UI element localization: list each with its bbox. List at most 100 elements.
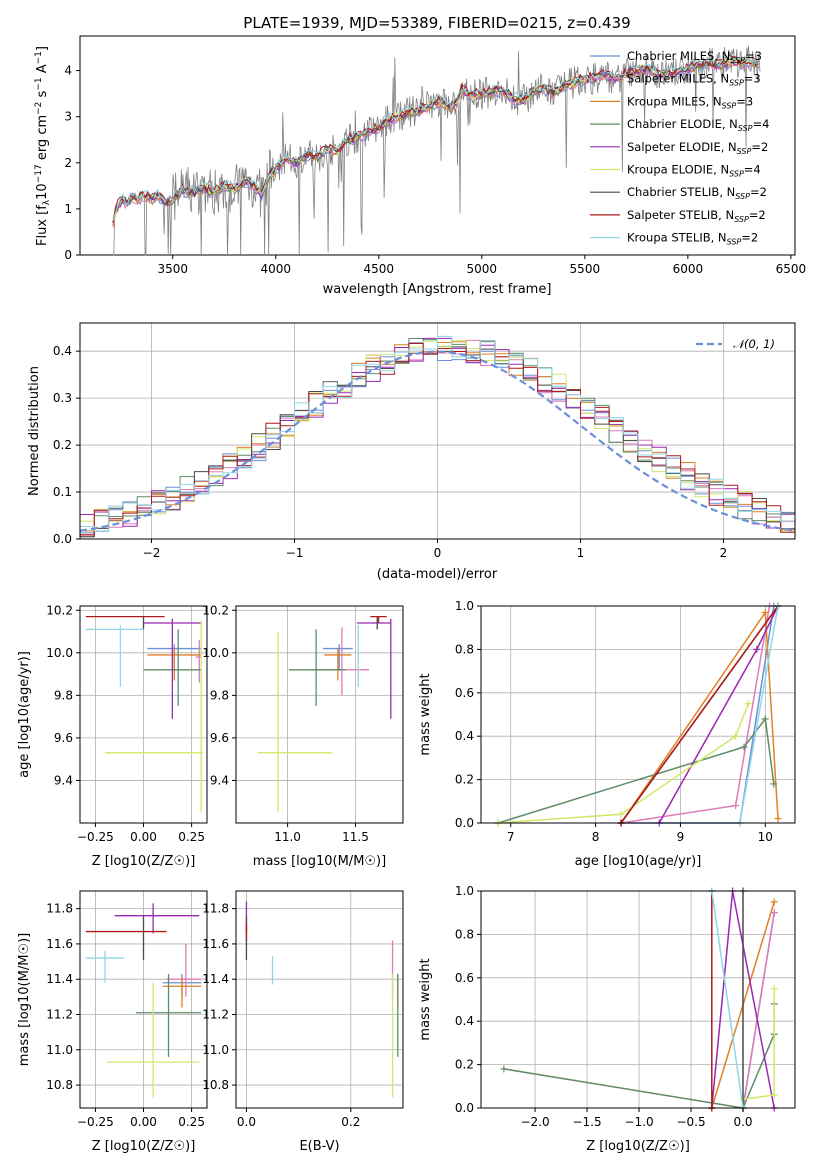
legend-label: Salpeter STELIB, NSSP=2 <box>627 208 766 224</box>
legend-label: Chabrier MILES, NSSP=3 <box>627 49 762 65</box>
y-tick-label: 11.8 <box>202 902 229 916</box>
weight-line-1 <box>742 912 775 1109</box>
weight-marker-4 <box>753 645 761 653</box>
x-tick-label: 0.00 <box>130 1115 157 1129</box>
spectrum-ylabel: Flux [fλ10−17 erg cm−2 s−1 A−1] <box>34 46 52 246</box>
weight-marker-1 <box>732 802 740 810</box>
x-tick-label: 4000 <box>260 262 291 276</box>
histogram-xticks: −2 −1 0 1 2 <box>143 539 728 560</box>
lower-panels: −0.25 0.00 0.25 9.4 9.6 9.8 10.0 10.2 Z [log10(Z… <box>17 599 796 1154</box>
histogram-step-7 <box>80 340 795 536</box>
y-tick-label: 1 <box>64 202 72 216</box>
mass-weight-vs-Z-xlabel: Z [log10(Z/Z☉)] <box>586 1139 690 1154</box>
y-tick-label: 0.0 <box>455 1101 474 1115</box>
x-tick-label: 0.25 <box>178 1115 205 1129</box>
y-tick-label: 10.8 <box>202 1078 229 1092</box>
y-tick-label: 11.6 <box>202 937 229 951</box>
spectrum-xlabel: wavelength [Angstrom, rest frame] <box>323 282 552 297</box>
legend-label: Chabrier ELODIE, NSSP=4 <box>627 117 769 133</box>
y-tick-label: 11.2 <box>202 1007 229 1021</box>
weight-marker-5 <box>770 1091 778 1099</box>
x-tick-label: 3500 <box>157 262 188 276</box>
y-tick-label: 0.6 <box>455 971 474 985</box>
histogram-ylabel: Normed distribution <box>27 366 42 496</box>
x-tick-label: 5000 <box>467 262 498 276</box>
x-tick-label: 0.00 <box>130 830 157 844</box>
y-tick-label: 11.6 <box>46 937 73 951</box>
weight-line-7 <box>620 605 779 824</box>
weight-marker-5 <box>770 985 778 993</box>
x-tick-label: 5500 <box>570 262 601 276</box>
y-tick-label: 10.0 <box>46 646 73 660</box>
mass-vs-Z-ylabel: mass [log10(M/M☉)] <box>17 933 32 1066</box>
weight-marker-2 <box>774 815 782 823</box>
weight-marker-3 <box>740 743 748 751</box>
x-tick-label: 1 <box>577 546 585 560</box>
mass-weight-vs-Z-ylabel: mass weight <box>418 958 433 1040</box>
model-line-8 <box>112 55 759 221</box>
y-tick-label: 0.4 <box>53 344 72 358</box>
x-tick-label: 11.0 <box>274 830 301 844</box>
y-tick-label: 11.0 <box>202 1043 229 1057</box>
age-vs-Z-panel: −0.25 0.00 0.25 9.4 9.6 9.8 10.0 10.2 Z [log10(Z… <box>17 603 208 869</box>
y-tick-label: 0.0 <box>455 816 474 830</box>
weight-marker-5 <box>617 810 625 818</box>
y-tick-label: 10.0 <box>202 646 229 660</box>
weight-line-5 <box>497 703 749 824</box>
histogram-panel: −2 −1 0 1 2 0.0 0.1 0.2 0.3 0.4 𝒩(0, 1) (data-mo… <box>27 322 796 582</box>
weight-marker-3 <box>770 780 778 788</box>
x-tick-label: −1.5 <box>572 1115 601 1129</box>
x-tick-label: 4500 <box>364 262 395 276</box>
y-tick-label: 4 <box>64 64 72 78</box>
weight-marker-3 <box>500 1065 508 1073</box>
spectrum-xticks: 3500 4000 4500 5000 5500 6000 6500 <box>157 255 806 276</box>
y-tick-label: 0.3 <box>53 391 72 405</box>
age-vs-mass-axes-frame <box>235 605 404 824</box>
spectrum-model-lines <box>112 54 759 228</box>
y-tick-label: 0.8 <box>455 642 474 656</box>
y-tick-label: 9.8 <box>210 688 229 702</box>
y-tick-label: 0.1 <box>53 485 72 499</box>
weight-marker-5 <box>732 732 740 740</box>
y-tick-label: 0.2 <box>455 773 474 787</box>
y-tick-label: 1.0 <box>455 599 474 613</box>
y-tick-label: 2 <box>64 156 72 170</box>
age-vs-Z-xlabel: Z [log10(Z/Z☉)] <box>92 854 196 869</box>
legend-label: Salpeter ELODIE, NSSP=2 <box>627 140 768 156</box>
mass-weight-vs-Z-panel: −2.0 −1.5 −1.0 −0.5 0.0 0.0 0.2 0.4 0.6 0.8 1.0 Z [… <box>418 884 796 1154</box>
mass-vs-ebv-xlabel: E(B-V) <box>299 1139 339 1154</box>
y-tick-label: 0.6 <box>455 686 474 700</box>
x-tick-label: 9 <box>677 830 685 844</box>
spectrum-yticks: 0 1 2 3 4 <box>64 64 80 262</box>
age-vs-Z-ylabel: age [log10(age/yr)] <box>17 651 32 778</box>
spectrum-panel: 3500 4000 4500 5000 5500 6000 6500 0 1 2 3 4 Chabr… <box>34 35 806 297</box>
x-tick-label: −2 <box>143 546 161 560</box>
x-tick-label: 11.5 <box>342 830 369 844</box>
x-tick-label: 0.25 <box>178 830 205 844</box>
gaussian-curve <box>79 350 796 532</box>
mass-weight-vs-age-ylabel: mass weight <box>418 673 433 755</box>
weight-marker-2 <box>761 609 769 617</box>
figure-title: PLATE=1939, MJD=53389, FIBERID=0215, z=0… <box>243 14 630 32</box>
x-tick-label: −1 <box>286 546 304 560</box>
y-tick-label: 9.4 <box>54 773 73 787</box>
weight-line-8 <box>739 605 779 824</box>
mass-vs-ebv-axes-frame <box>235 890 404 1109</box>
x-tick-label: 2 <box>720 546 728 560</box>
spectrum-legend: Chabrier MILES, NSSP=3 Salpeter MILES, NS… <box>590 49 769 247</box>
mass-weight-vs-Z-axes-frame <box>480 890 796 1109</box>
y-tick-label: 1.0 <box>455 884 474 898</box>
mass-vs-Z-xlabel: Z [log10(Z/Z☉)] <box>92 1139 196 1154</box>
y-tick-label: 9.6 <box>210 731 229 745</box>
y-tick-label: 0.0 <box>53 532 72 546</box>
x-tick-label: −0.25 <box>77 830 114 844</box>
histogram-legend: 𝒩(0, 1) <box>696 337 775 351</box>
y-tick-label: 0.4 <box>455 729 474 743</box>
legend-label: Kroupa MILES, NSSP=3 <box>627 94 753 110</box>
y-tick-label: 0 <box>64 248 72 262</box>
legend-label: Kroupa STELIB, NSSP=2 <box>627 231 758 247</box>
mass-weight-vs-age-xlabel: age [log10(age/yr)] <box>575 854 702 869</box>
x-tick-label: −2.0 <box>520 1115 549 1129</box>
y-tick-label: 11.8 <box>46 902 73 916</box>
